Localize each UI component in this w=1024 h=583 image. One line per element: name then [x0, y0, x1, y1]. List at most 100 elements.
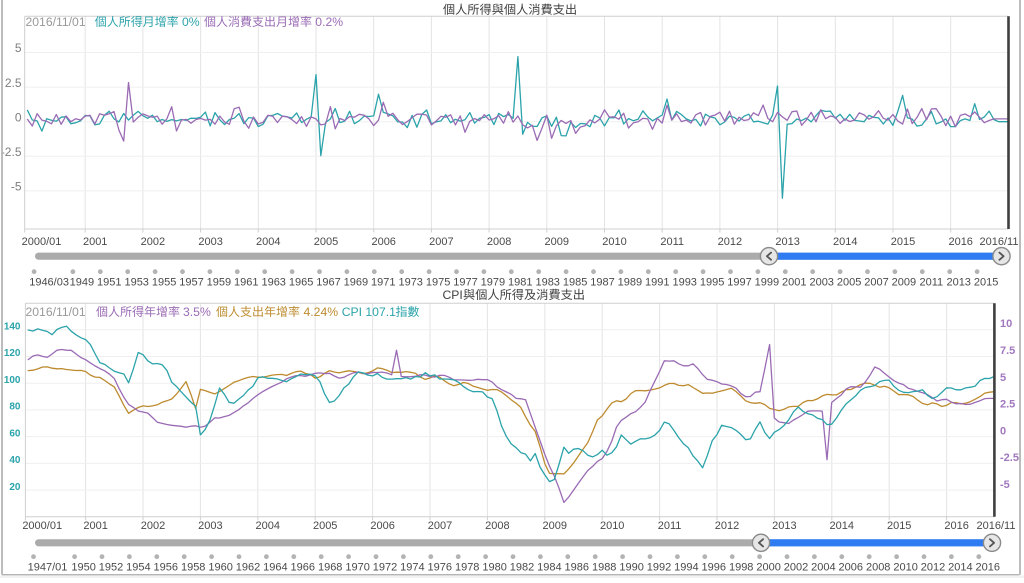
svg-text:1962: 1962 [236, 562, 260, 574]
svg-text:2010: 2010 [600, 520, 624, 532]
svg-text:1970: 1970 [345, 562, 369, 574]
svg-text:2008: 2008 [487, 236, 511, 248]
svg-text:2014: 2014 [948, 562, 972, 574]
svg-text:3.5%: 3.5% [183, 305, 211, 319]
svg-text:-5: -5 [1000, 479, 1010, 491]
svg-text:1950: 1950 [71, 562, 95, 574]
svg-text:2002: 2002 [141, 520, 165, 532]
svg-text:2.5: 2.5 [5, 76, 22, 90]
svg-text:-2.5: -2.5 [1000, 452, 1019, 464]
svg-text:2007: 2007 [428, 520, 452, 532]
svg-text:2005: 2005 [314, 236, 338, 248]
svg-text:1957: 1957 [179, 277, 203, 289]
svg-text:-5: -5 [11, 180, 22, 194]
svg-text:2002: 2002 [141, 236, 165, 248]
svg-text:2007: 2007 [429, 236, 453, 248]
svg-text:2015: 2015 [891, 236, 915, 248]
svg-text:2008: 2008 [485, 520, 509, 532]
svg-text:1988: 1988 [592, 562, 616, 574]
svg-text:120: 120 [4, 348, 21, 359]
svg-text:10: 10 [1000, 318, 1012, 330]
svg-text:2011: 2011 [919, 277, 943, 289]
svg-text:2007: 2007 [864, 277, 888, 289]
svg-text:1976: 1976 [428, 562, 452, 574]
svg-text:2004: 2004 [811, 562, 835, 574]
svg-text:2016/11: 2016/11 [980, 236, 1019, 248]
svg-text:2009: 2009 [892, 277, 916, 289]
svg-text:2015: 2015 [887, 520, 911, 532]
svg-text:2012: 2012 [715, 520, 739, 532]
svg-text:2016/11: 2016/11 [977, 520, 1016, 532]
svg-text:1956: 1956 [154, 562, 178, 574]
svg-text:1971: 1971 [371, 277, 395, 289]
svg-text:2000/01: 2000/01 [22, 236, 62, 248]
svg-text:2009: 2009 [543, 520, 567, 532]
svg-text:1998: 1998 [729, 562, 753, 574]
svg-text:1983: 1983 [535, 277, 559, 289]
svg-text:1995: 1995 [700, 277, 724, 289]
svg-text:2015: 2015 [974, 277, 998, 289]
svg-text:2010: 2010 [602, 236, 626, 248]
svg-text:2011: 2011 [658, 520, 682, 532]
svg-text:1985: 1985 [563, 277, 587, 289]
svg-text:1960: 1960 [208, 562, 232, 574]
svg-text:1981: 1981 [508, 277, 532, 289]
svg-text:0.2%: 0.2% [315, 15, 343, 29]
svg-text:2014: 2014 [830, 520, 854, 532]
svg-text:2016/11/01: 2016/11/01 [26, 305, 86, 319]
svg-text:1987: 1987 [590, 277, 614, 289]
svg-text:1953: 1953 [124, 277, 148, 289]
svg-text:5: 5 [1000, 372, 1006, 384]
svg-text:2016: 2016 [976, 562, 1000, 574]
svg-text:2016: 2016 [944, 520, 968, 532]
svg-text:140: 140 [4, 322, 21, 333]
svg-text:2006: 2006 [370, 520, 394, 532]
svg-text:40: 40 [9, 455, 21, 466]
svg-text:0%: 0% [182, 15, 200, 29]
svg-text:2013: 2013 [775, 236, 799, 248]
svg-text:1973: 1973 [398, 277, 422, 289]
svg-text:20: 20 [9, 482, 21, 493]
svg-text:2012: 2012 [718, 236, 742, 248]
svg-text:2009: 2009 [545, 236, 569, 248]
svg-text:2006: 2006 [839, 562, 863, 574]
svg-text:1984: 1984 [537, 562, 561, 574]
svg-text:1980: 1980 [482, 562, 506, 574]
svg-text:1958: 1958 [181, 562, 205, 574]
svg-text:2013: 2013 [772, 520, 796, 532]
svg-text:1989: 1989 [618, 277, 642, 289]
svg-text:2011: 2011 [660, 236, 684, 248]
svg-text:1955: 1955 [152, 277, 176, 289]
svg-text:1952: 1952 [99, 562, 123, 574]
svg-text:4.24%: 4.24% [304, 305, 339, 319]
svg-text:2002: 2002 [784, 562, 808, 574]
svg-text:1986: 1986 [565, 562, 589, 574]
svg-text:2003: 2003 [198, 520, 222, 532]
svg-text:7.5: 7.5 [1000, 345, 1015, 357]
svg-text:2.5: 2.5 [1000, 399, 1015, 411]
svg-text:1975: 1975 [426, 277, 450, 289]
svg-text:100: 100 [4, 375, 21, 386]
svg-text:1991: 1991 [645, 277, 669, 289]
svg-text:1965: 1965 [289, 277, 313, 289]
svg-text:2014: 2014 [833, 236, 857, 248]
svg-text:1990: 1990 [619, 562, 643, 574]
svg-text:1946/03: 1946/03 [29, 277, 69, 289]
svg-text:1951: 1951 [97, 277, 121, 289]
svg-text:2008: 2008 [866, 562, 890, 574]
svg-text:1979: 1979 [481, 277, 505, 289]
svg-text:2010: 2010 [893, 562, 917, 574]
svg-text:5: 5 [15, 41, 22, 55]
svg-text:1996: 1996 [702, 562, 726, 574]
svg-text:2005: 2005 [837, 277, 861, 289]
svg-text:1993: 1993 [672, 277, 696, 289]
svg-text:2000: 2000 [756, 562, 780, 574]
svg-text:1972: 1972 [373, 562, 397, 574]
svg-text:0: 0 [15, 110, 22, 124]
svg-text:1982: 1982 [510, 562, 534, 574]
svg-text:1994: 1994 [674, 562, 698, 574]
svg-text:2000/01: 2000/01 [22, 520, 62, 532]
svg-text:2001: 2001 [782, 277, 806, 289]
svg-text:1978: 1978 [455, 562, 479, 574]
svg-text:2003: 2003 [809, 277, 833, 289]
